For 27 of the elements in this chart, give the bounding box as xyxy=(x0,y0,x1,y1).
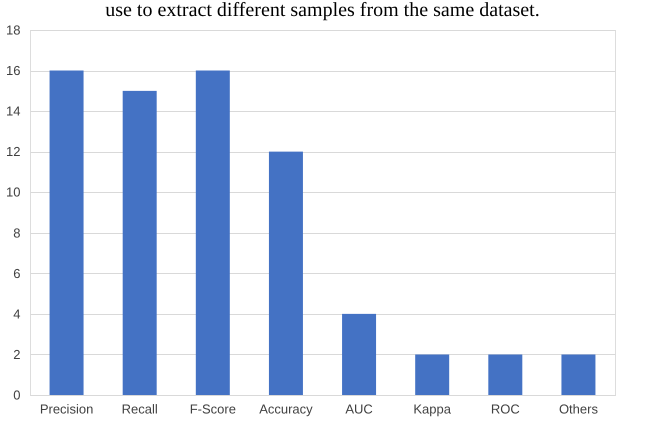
bar xyxy=(488,354,522,395)
bar xyxy=(268,152,303,395)
bar xyxy=(196,70,230,395)
x-tick-label: ROC xyxy=(490,402,520,416)
x-tick-label: Recall xyxy=(122,402,158,416)
bar xyxy=(122,90,157,395)
y-tick-label: 12 xyxy=(6,144,20,160)
x-tick-label: Precision xyxy=(40,402,94,416)
x-tick-label: Kappa xyxy=(413,402,452,416)
y-tick-label: 2 xyxy=(13,346,20,362)
y-tick-label: 16 xyxy=(6,63,20,78)
y-tick-label: 4 xyxy=(13,306,20,322)
x-tick-label: Accuracy xyxy=(259,402,314,416)
bar xyxy=(50,70,84,395)
x-tick-label: AUC xyxy=(345,402,373,416)
y-tick-label: 6 xyxy=(13,266,20,281)
y-tick-label: 14 xyxy=(6,104,20,119)
bar xyxy=(561,354,596,395)
text: use to extract different samples from the same dataset. xyxy=(105,0,540,21)
y-tick-label: 18 xyxy=(6,22,20,38)
y-tick-label: 0 xyxy=(13,388,20,402)
x-tick-label: F-Score xyxy=(190,402,236,416)
x-tick-label: Others xyxy=(558,402,598,416)
y-tick-label: 8 xyxy=(13,225,20,240)
y-tick-label: 10 xyxy=(6,184,20,200)
bar xyxy=(415,354,450,395)
bar xyxy=(342,314,376,395)
